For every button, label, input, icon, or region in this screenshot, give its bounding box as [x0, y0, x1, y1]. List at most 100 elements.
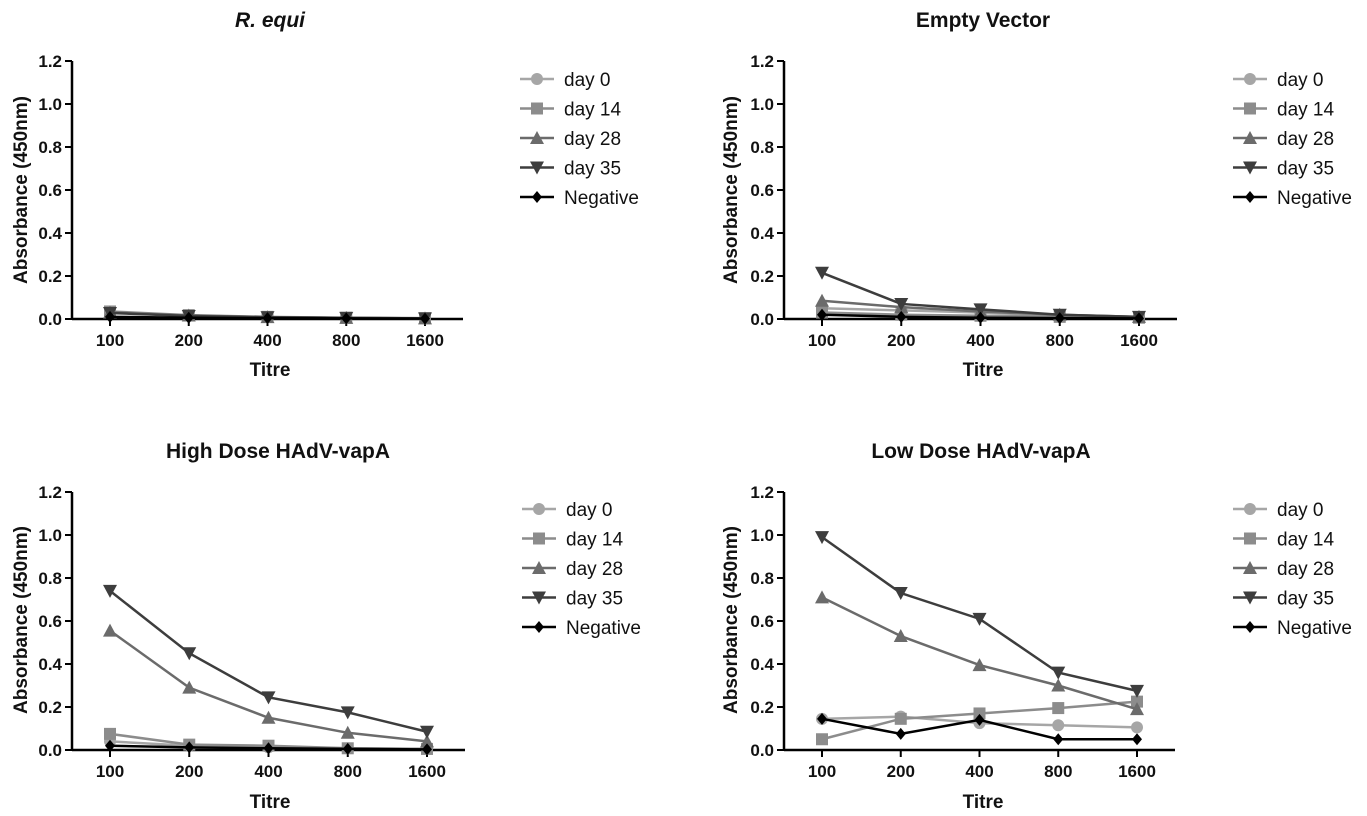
data-point: [817, 712, 827, 725]
legend-label: Negative: [1277, 618, 1352, 639]
data-point: [183, 311, 194, 324]
data-point: [894, 297, 909, 311]
x-axis-label: Titre: [250, 792, 291, 813]
data-point: [420, 734, 434, 748]
y-tick-label: 1.0: [750, 526, 774, 545]
data-point: [261, 691, 276, 705]
legend: day 0 day 14 day 28 day 35 Negative: [522, 500, 641, 639]
legend-item: day 14: [1233, 530, 1334, 551]
data-point: [895, 727, 906, 740]
legend-marker: [530, 161, 544, 175]
x-tick-label: 800: [1046, 331, 1074, 350]
data-point: [1053, 733, 1064, 746]
data-point: [340, 706, 355, 720]
data-point: [817, 308, 827, 321]
x-tick-label: 1600: [408, 762, 446, 781]
x-tick-label: 200: [887, 762, 915, 781]
series-day-35: [815, 531, 1144, 698]
y-tick-label: 1.2: [38, 52, 62, 71]
legend-item: day 28: [520, 129, 621, 150]
data-point: [103, 584, 117, 598]
chart-panel-high-dose: High Dose HAdV-vapA Titre Absorbance (45…: [11, 440, 641, 813]
x-tick-label: 200: [175, 331, 203, 350]
data-point: [893, 629, 908, 643]
y-axis-label: Absorbance (450nm): [721, 526, 742, 714]
data-point: [420, 312, 430, 325]
x-axis-label: Titre: [963, 360, 1004, 381]
legend-marker: [1244, 503, 1256, 515]
x-tick-label: 100: [808, 762, 836, 781]
legend-marker: [534, 621, 544, 633]
x-tick-label: 200: [887, 331, 915, 350]
legend-label: day 0: [566, 500, 612, 521]
data-point: [263, 742, 274, 755]
x-tick-label: 400: [966, 331, 994, 350]
chart-title: R. equi: [235, 9, 306, 32]
data-point: [815, 531, 829, 545]
data-point: [184, 741, 195, 754]
data-point: [1131, 695, 1143, 708]
data-point: [182, 680, 197, 694]
data-point: [1134, 312, 1144, 325]
legend-label: day 35: [566, 589, 623, 610]
legend-item: Negative: [1233, 618, 1352, 639]
data-point: [1131, 721, 1143, 734]
x-tick-label: 800: [1044, 762, 1072, 781]
legend-label: day 14: [1277, 100, 1334, 121]
data-point: [896, 310, 907, 323]
y-tick-label: 0.0: [38, 741, 62, 760]
legend-item: Negative: [520, 188, 639, 209]
legend-marker: [1243, 591, 1257, 605]
legend-marker: [533, 532, 545, 545]
y-tick-label: 0.4: [750, 224, 774, 243]
data-point: [1051, 678, 1066, 692]
tick-labels: 0.0 0.2 0.4 0.6 0.8 1.0 1.2 100 200 400 800 1600: [750, 483, 1156, 781]
y-axis-label: Absorbance (450nm): [11, 526, 32, 714]
data-point: [1051, 666, 1066, 680]
series-negative: [105, 310, 430, 325]
data-point: [342, 742, 353, 755]
data-point: [972, 658, 987, 672]
data-point: [1130, 684, 1144, 698]
y-tick-label: 1.0: [750, 95, 774, 114]
y-tick-label: 1.0: [38, 526, 62, 545]
legend-marker: [1243, 131, 1257, 144]
data-point: [975, 311, 986, 324]
legend-label: day 28: [564, 129, 621, 150]
legend-label: day 35: [1277, 589, 1334, 610]
series-negative: [105, 739, 432, 756]
plot-area: [103, 305, 432, 326]
series-line: [109, 629, 428, 743]
legend-item: day 35: [1233, 589, 1334, 610]
data-point: [894, 712, 907, 725]
data-point: [182, 647, 197, 661]
legend-marker: [1244, 532, 1256, 545]
legend-marker: [530, 131, 544, 144]
y-tick-label: 0.8: [38, 569, 62, 588]
chart-panel-r-equi: R. equi Titre Absorbance (450nm) 0.00.20…: [11, 9, 639, 381]
series-negative: [817, 308, 1144, 325]
x-axis-label: Titre: [250, 360, 291, 381]
plot-area: [815, 266, 1146, 325]
y-tick-label: 0.2: [38, 267, 62, 286]
legend-marker: [1244, 73, 1256, 85]
data-point: [420, 725, 434, 739]
legend-item: day 0: [1233, 500, 1323, 521]
x-tick-label: 800: [332, 331, 360, 350]
legend-label: day 28: [1277, 129, 1334, 150]
legend-label: day 14: [566, 530, 623, 551]
legend-marker: [531, 73, 543, 85]
legend-label: day 0: [1277, 500, 1323, 521]
y-tick-label: 0.4: [38, 224, 62, 243]
y-tick-label: 0.6: [38, 612, 62, 631]
data-point: [972, 612, 987, 626]
data-point: [103, 623, 117, 637]
chart-title: High Dose HAdV-vapA: [166, 440, 390, 463]
data-point: [1052, 719, 1065, 732]
tick-labels: 0.0 0.2 0.4 0.6 0.8 1.0 1.2 100 200 400 800 1600: [750, 52, 1158, 350]
data-point: [262, 312, 273, 325]
legend-marker: [1245, 621, 1255, 633]
axes: [777, 491, 1175, 757]
y-tick-label: 0.0: [750, 310, 774, 329]
